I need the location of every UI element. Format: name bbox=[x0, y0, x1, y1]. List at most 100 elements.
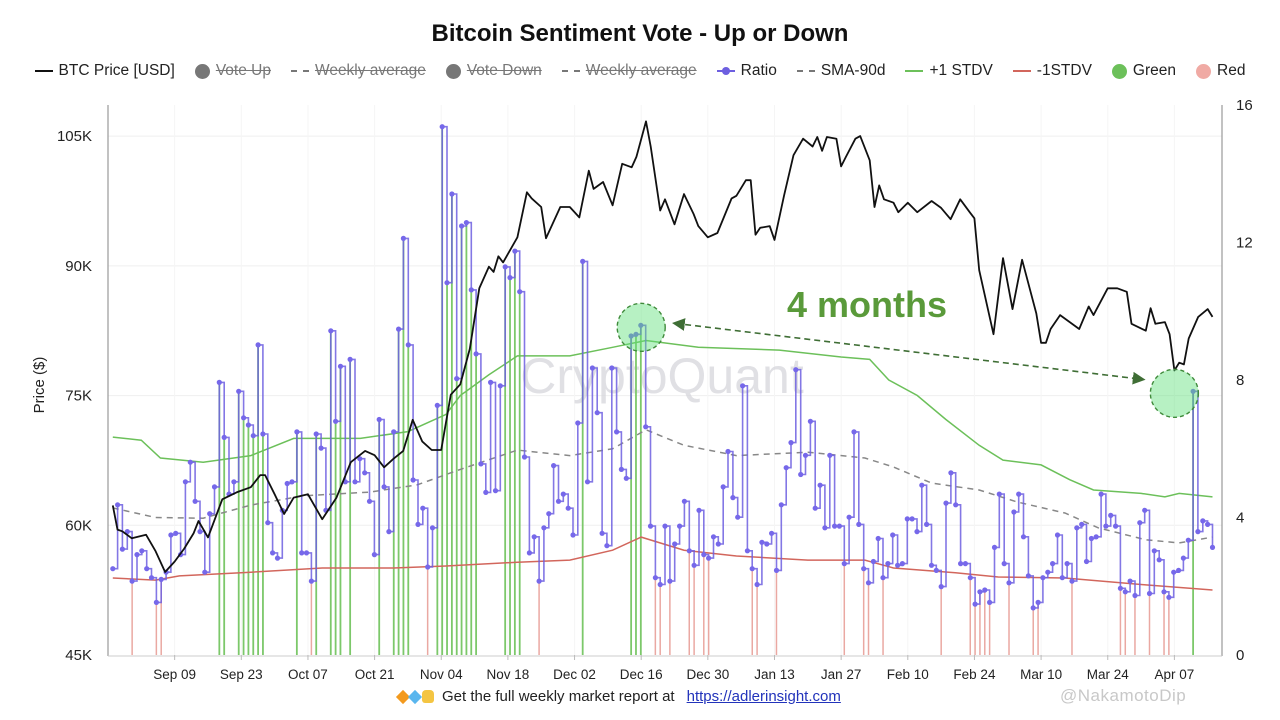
ratio-point bbox=[1020, 534, 1027, 540]
ratio-point bbox=[609, 365, 615, 371]
x-tick-label: Feb 24 bbox=[953, 667, 996, 682]
ratio-point bbox=[953, 502, 959, 508]
ratio-point bbox=[759, 539, 765, 545]
ratio-point bbox=[793, 367, 799, 373]
x-tick-label: Sep 23 bbox=[220, 667, 263, 682]
legend-item[interactable]: -1STDV bbox=[1012, 62, 1092, 80]
highlight-circle bbox=[616, 302, 666, 353]
ratio-point bbox=[667, 578, 673, 584]
ratio-point bbox=[1156, 557, 1162, 563]
ratio-point bbox=[706, 555, 712, 561]
duration-arrow bbox=[672, 318, 1146, 385]
ratio-point bbox=[148, 575, 155, 581]
line-dot-swatch-icon bbox=[716, 67, 735, 75]
ratio-point bbox=[551, 463, 557, 469]
ratio-point bbox=[260, 431, 266, 437]
legend-label: Weekly average bbox=[585, 62, 697, 79]
ratio-point bbox=[1025, 573, 1031, 579]
report-link[interactable]: https://adlerinsight.com bbox=[686, 688, 841, 705]
x-tick-label: Jan 13 bbox=[754, 667, 795, 682]
ratio-point bbox=[337, 363, 344, 369]
ratio-point bbox=[628, 333, 634, 339]
ratio-point bbox=[512, 248, 518, 254]
ratio-point bbox=[429, 525, 436, 531]
ratio-point bbox=[1079, 521, 1085, 528]
ratio-point bbox=[643, 424, 649, 430]
ratio-point bbox=[468, 287, 474, 293]
ratio-point bbox=[255, 342, 261, 348]
ratio-point bbox=[371, 552, 377, 558]
ratio-point bbox=[677, 523, 683, 529]
ratio-point bbox=[483, 489, 489, 495]
legend-item[interactable]: SMA-90d bbox=[796, 62, 885, 80]
ratio-point bbox=[555, 498, 562, 504]
ratio-point bbox=[313, 431, 319, 437]
ratio-point bbox=[565, 505, 571, 511]
legend-label: Vote Up bbox=[215, 62, 271, 79]
ratio-point bbox=[681, 498, 688, 504]
legend-item[interactable]: Vote Down bbox=[445, 62, 542, 80]
x-tick-label: Apr 07 bbox=[1155, 667, 1195, 682]
ratio-point bbox=[977, 589, 983, 595]
ratio-point bbox=[463, 220, 469, 226]
legend: BTC Price [USD] Vote Up Weekly average Vote… bbox=[0, 62, 1280, 80]
ratio-point bbox=[207, 511, 213, 517]
ratio-point bbox=[1050, 561, 1056, 567]
legend-item[interactable]: Ratio bbox=[716, 62, 777, 80]
legend-item[interactable]: BTC Price [USD] bbox=[34, 62, 175, 80]
ratio-point bbox=[802, 452, 809, 458]
ratio-point bbox=[880, 575, 886, 581]
ratio-point bbox=[662, 523, 668, 529]
ratio-point bbox=[274, 555, 281, 561]
legend-label: -1STDV bbox=[1036, 62, 1092, 79]
ratio-point bbox=[773, 567, 780, 574]
ratio-point bbox=[216, 379, 222, 385]
ratio-point bbox=[1151, 548, 1157, 554]
ratio-point bbox=[1108, 512, 1114, 519]
ratio-point bbox=[812, 505, 818, 511]
ratio-point bbox=[1161, 589, 1167, 595]
ratio-point bbox=[144, 566, 150, 572]
ratio-point bbox=[536, 578, 542, 584]
legend-item[interactable]: Weekly average bbox=[561, 62, 697, 80]
btc-price-line bbox=[111, 120, 1214, 573]
ratio-point bbox=[594, 410, 600, 416]
legend-item[interactable]: Green bbox=[1111, 62, 1177, 80]
ratio-point bbox=[720, 484, 726, 490]
ratio-point bbox=[987, 599, 993, 606]
ratio-point bbox=[865, 580, 872, 586]
ratio-point bbox=[420, 505, 426, 511]
ratio-point bbox=[652, 575, 659, 581]
ratio-point bbox=[701, 552, 707, 558]
ratio-point bbox=[715, 541, 721, 547]
annotation-4-months: 4 months bbox=[787, 284, 947, 325]
dot-swatch-icon bbox=[194, 63, 210, 79]
ratio-point bbox=[686, 548, 692, 554]
legend-item[interactable]: +1 STDV bbox=[905, 62, 993, 80]
ratio-point bbox=[284, 480, 290, 487]
ratio-point bbox=[415, 521, 421, 528]
ratio-point bbox=[1103, 523, 1109, 529]
ratio-point bbox=[396, 326, 402, 332]
y-right-tick-label: 12 bbox=[1236, 235, 1253, 252]
ratio-point bbox=[492, 488, 499, 494]
ratio-point bbox=[1030, 605, 1036, 611]
ratio-point bbox=[895, 562, 901, 568]
ratio-point bbox=[1045, 569, 1051, 575]
legend-label: Green bbox=[1132, 62, 1177, 79]
legend-item[interactable]: Red bbox=[1196, 62, 1245, 80]
ratio-point bbox=[299, 550, 305, 556]
x-tick-label: Nov 18 bbox=[487, 667, 530, 682]
ratio-point bbox=[744, 548, 751, 554]
legend-item[interactable]: Weekly average bbox=[290, 62, 426, 80]
ratio-point bbox=[386, 529, 392, 535]
ratio-point bbox=[764, 541, 770, 547]
ratio-point bbox=[638, 322, 644, 328]
legend-label: +1 STDV bbox=[929, 62, 993, 79]
legend-label: Ratio bbox=[740, 62, 777, 79]
legend-label: Weekly average bbox=[314, 62, 426, 79]
ratio-point bbox=[599, 530, 605, 536]
ratio-point bbox=[740, 383, 746, 389]
ratio-point bbox=[1064, 561, 1070, 567]
legend-item[interactable]: Vote Up bbox=[194, 62, 271, 80]
